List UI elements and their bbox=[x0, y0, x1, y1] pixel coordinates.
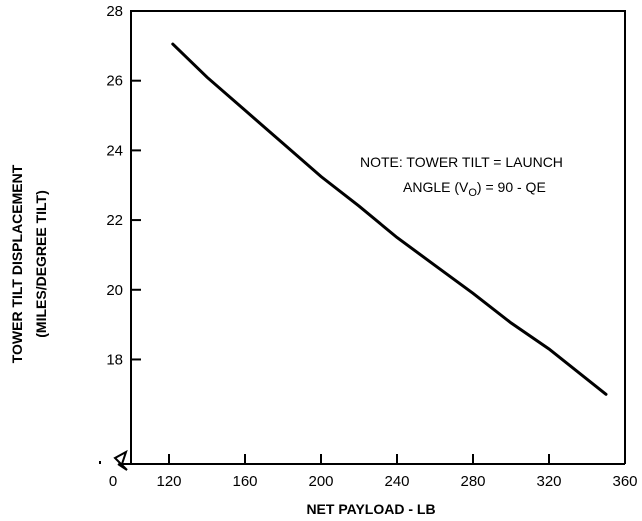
x-tick-label: 240 bbox=[384, 473, 409, 490]
y-tick-label: 22 bbox=[106, 212, 123, 229]
plot-frame bbox=[130, 10, 626, 464]
axis-break-symbol bbox=[113, 449, 131, 471]
note-line1: NOTE: TOWER TILT = LAUNCH bbox=[360, 154, 563, 170]
x-tick-label: 280 bbox=[460, 473, 485, 490]
y-tick-label: 20 bbox=[106, 282, 123, 299]
x-tick-label: 120 bbox=[156, 473, 181, 490]
x-tick-label: 200 bbox=[308, 473, 333, 490]
x-tick-label: 0 bbox=[109, 473, 117, 490]
series-line bbox=[171, 42, 608, 396]
x-axis-title: NET PAYLOAD - LB bbox=[306, 501, 435, 517]
note-line2-suffix: ) = 90 - QE bbox=[477, 179, 546, 195]
y-axis-ticks: 18 20 22 24 26 28 bbox=[106, 3, 141, 368]
axes bbox=[99, 10, 626, 471]
note-line2: ANGLE (VO) = 90 - QE bbox=[403, 179, 546, 199]
x-tick-label: 160 bbox=[232, 473, 257, 490]
y-tick-label: 18 bbox=[106, 351, 123, 368]
y-tick-label: 24 bbox=[106, 142, 123, 159]
note-line2-prefix: ANGLE (V bbox=[403, 179, 469, 195]
note-line2-subscript: O bbox=[468, 187, 477, 199]
y-tick-label: 28 bbox=[106, 3, 123, 20]
y-tick-label: 26 bbox=[106, 73, 123, 90]
y-axis-title-line1: TOWER TILT DISPLACEMENT bbox=[9, 164, 25, 363]
x-axis-ticks: 0 120 160 200 240 280 320 360 bbox=[109, 454, 638, 490]
x-tick-label: 320 bbox=[536, 473, 561, 490]
x-tick-label: 360 bbox=[612, 473, 637, 490]
y-axis-title-line2: (MILES/DEGREE TILT) bbox=[33, 190, 49, 338]
